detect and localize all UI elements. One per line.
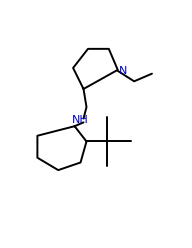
Text: N: N [119,66,128,76]
Text: NH: NH [72,116,88,125]
